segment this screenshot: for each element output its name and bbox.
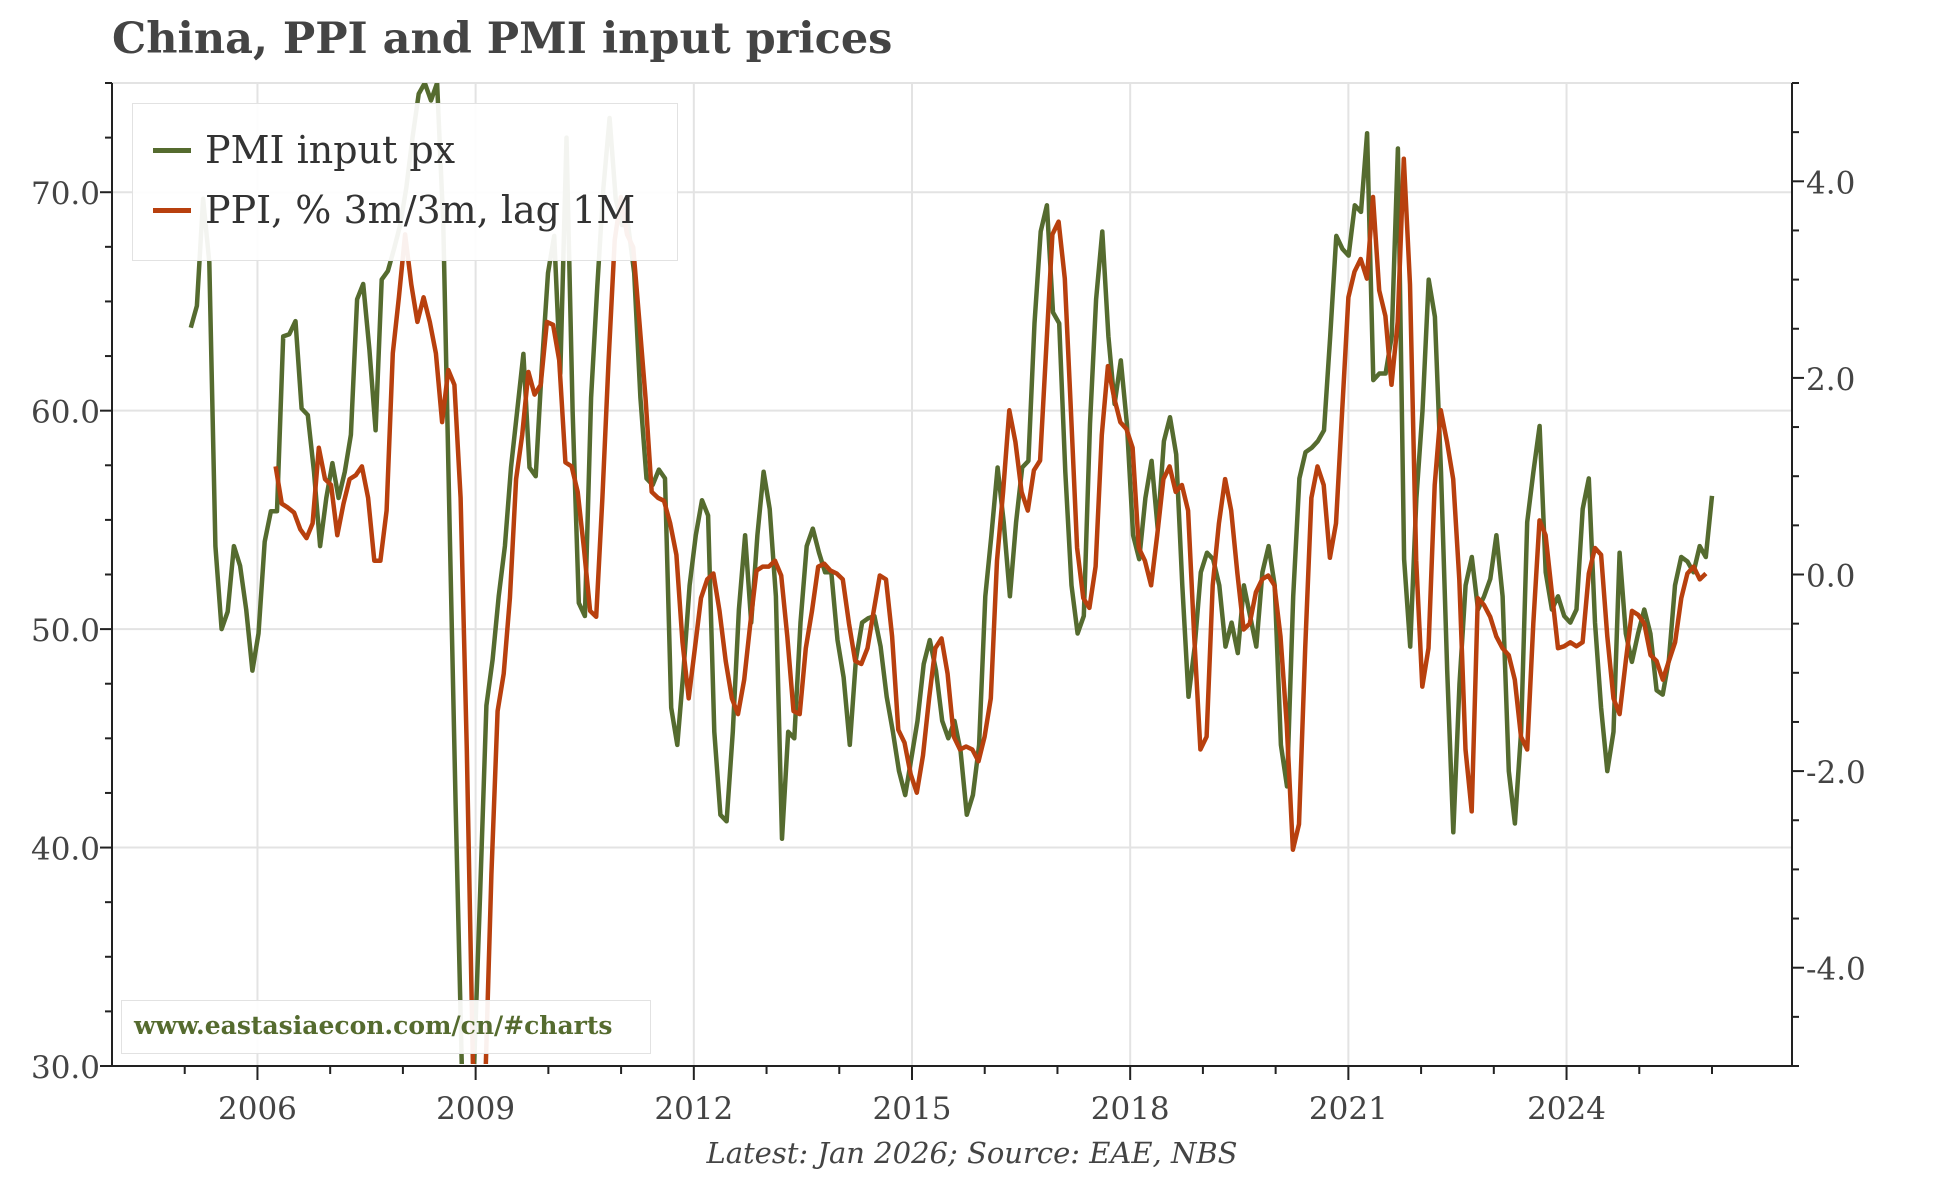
legend: PMI input px PPI, % 3m/3m, lag 1M: [132, 103, 678, 261]
y-left-tick-label: 70.0: [31, 176, 100, 212]
y-right-tick-label: -2.0: [1806, 755, 1866, 791]
x-tick-label: 2015: [873, 1091, 952, 1127]
x-tick-label: 2024: [1527, 1091, 1606, 1127]
source-note: Latest: Jan 2026; Source: EAE, NBS: [706, 1136, 1238, 1170]
legend-item-pmi: PMI input px: [153, 128, 455, 172]
x-tick-label: 2009: [436, 1091, 515, 1127]
x-tick-label: 2021: [1309, 1091, 1388, 1127]
y-left-tick-label: 60.0: [31, 395, 100, 431]
x-tick-label: 2018: [1091, 1091, 1170, 1127]
x-tick-label: 2006: [218, 1091, 297, 1127]
legend-swatch-ppi: [153, 207, 191, 213]
axes: 2006 2009 2012 2015 2018 2021 2024 30.0 40.0 50.0…: [31, 82, 1866, 1127]
ppi-line: [273, 156, 1708, 1064]
y-right-tick-label: 0.0: [1806, 559, 1855, 595]
y-right-tick-label: -4.0: [1806, 952, 1866, 988]
watermark-url[interactable]: www.eastasiaecon.com/cn/#charts: [121, 1000, 651, 1054]
legend-item-ppi: PPI, % 3m/3m, lag 1M: [153, 188, 635, 232]
y-left-tick-label: 30.0: [31, 1050, 100, 1086]
legend-swatch-pmi: [153, 147, 191, 153]
legend-label-pmi: PMI input px: [205, 128, 456, 172]
x-tick-label: 2012: [654, 1091, 733, 1127]
legend-label-ppi: PPI, % 3m/3m, lag 1M: [205, 188, 636, 232]
chart-title: China, PPI and PMI input prices: [112, 14, 893, 64]
y-left-tick-label: 40.0: [31, 832, 100, 868]
gridlines: [112, 82, 1792, 1066]
y-right-tick-label: 4.0: [1806, 165, 1855, 201]
series-lines: [188, 83, 1715, 1064]
y-right-tick-label: 2.0: [1806, 362, 1855, 398]
y-left-tick-label: 50.0: [31, 613, 100, 649]
